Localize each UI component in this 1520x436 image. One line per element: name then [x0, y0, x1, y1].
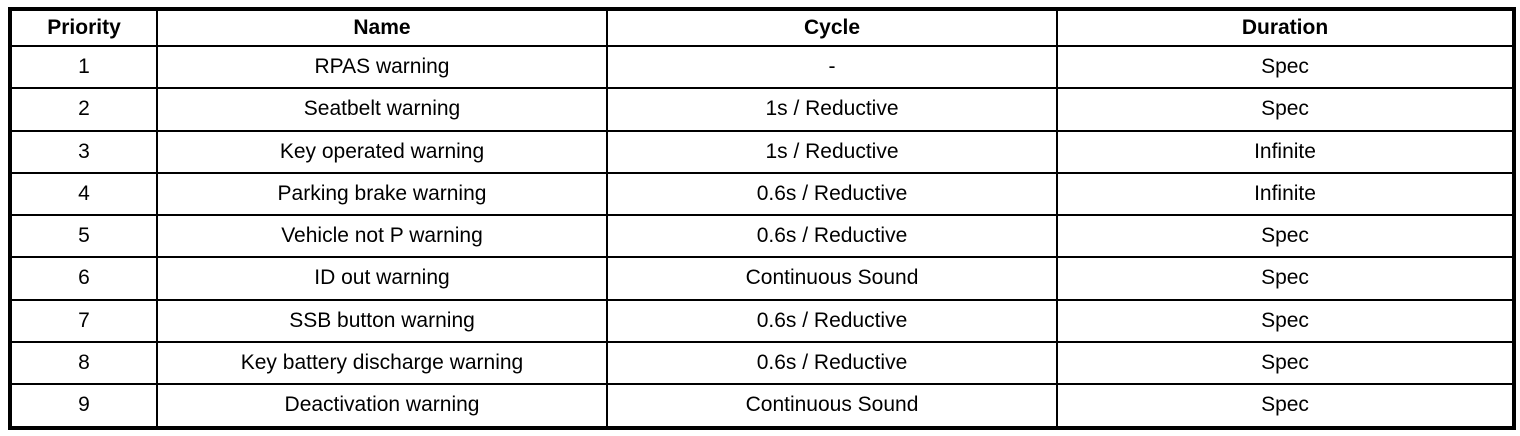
priority-cell: 9	[9, 383, 158, 429]
priority-cell: 2	[9, 87, 158, 132]
name-cell: Deactivation warning	[156, 383, 608, 429]
column-header-priority: Priority	[9, 8, 158, 47]
name-cell: Key operated warning	[156, 129, 608, 174]
name-cell: SSB button warning	[156, 298, 608, 343]
duration-cell: Spec	[1056, 213, 1515, 259]
name-cell: Parking brake warning	[156, 171, 608, 217]
cycle-cell: 1s / Reductive	[606, 87, 1058, 132]
priority-cell: 5	[9, 213, 158, 259]
cycle-cell: 1s / Reductive	[606, 129, 1058, 174]
name-cell: RPAS warning	[156, 44, 608, 90]
priority-cell: 3	[9, 129, 158, 174]
column-header-cycle: Cycle	[606, 8, 1058, 47]
duration-cell: Spec	[1056, 340, 1515, 386]
name-cell: Seatbelt warning	[156, 87, 608, 132]
duration-cell: Spec	[1056, 383, 1515, 429]
table-row: 5 Vehicle not P warning 0.6s / Reductive…	[9, 213, 1515, 259]
table-row: 9 Deactivation warning Continuous Sound …	[9, 383, 1515, 429]
column-header-duration: Duration	[1056, 8, 1515, 47]
duration-cell: Spec	[1056, 87, 1515, 132]
name-cell: Key battery discharge warning	[156, 340, 608, 386]
table-row: 2 Seatbelt warning 1s / Reductive Spec	[9, 87, 1515, 132]
duration-cell: Infinite	[1056, 171, 1515, 217]
cycle-cell: 0.6s / Reductive	[606, 171, 1058, 217]
name-cell: Vehicle not P warning	[156, 213, 608, 259]
cycle-cell: 0.6s / Reductive	[606, 298, 1058, 343]
table-row: 8 Key battery discharge warning 0.6s / R…	[9, 340, 1515, 386]
table-row: 1 RPAS warning - Spec	[9, 44, 1515, 90]
cycle-cell: 0.6s / Reductive	[606, 340, 1058, 386]
table-row: 7 SSB button warning 0.6s / Reductive Sp…	[9, 298, 1515, 343]
duration-cell: Spec	[1056, 256, 1515, 301]
priority-cell: 4	[9, 171, 158, 217]
priority-cell: 6	[9, 256, 158, 301]
duration-cell: Spec	[1056, 298, 1515, 343]
duration-cell: Infinite	[1056, 129, 1515, 174]
table-row: 3 Key operated warning 1s / Reductive In…	[9, 129, 1515, 174]
column-header-name: Name	[156, 8, 608, 47]
cycle-cell: Continuous Sound	[606, 256, 1058, 301]
cycle-cell: Continuous Sound	[606, 383, 1058, 429]
table-row: 4 Parking brake warning 0.6s / Reductive…	[9, 171, 1515, 217]
table-row: 6 ID out warning Continuous Sound Spec	[9, 256, 1515, 301]
priority-cell: 8	[9, 340, 158, 386]
duration-cell: Spec	[1056, 44, 1515, 90]
priority-cell: 1	[9, 44, 158, 90]
name-cell: ID out warning	[156, 256, 608, 301]
warning-priority-table: Priority Name Cycle Duration 1 RPAS warn…	[8, 7, 1516, 430]
table-header-row: Priority Name Cycle Duration	[9, 8, 1515, 47]
priority-cell: 7	[9, 298, 158, 343]
cycle-cell: -	[606, 44, 1058, 90]
cycle-cell: 0.6s / Reductive	[606, 213, 1058, 259]
